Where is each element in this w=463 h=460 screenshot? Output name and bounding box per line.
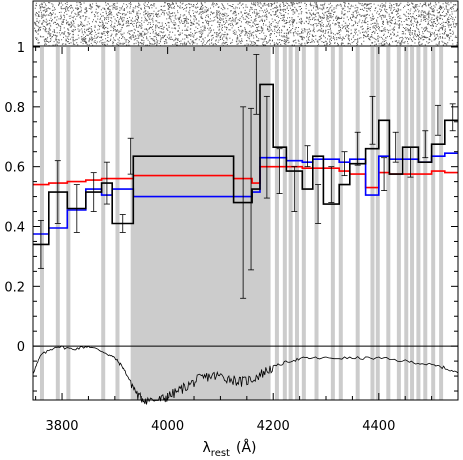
masked-line (423, 47, 428, 400)
y-tick-label: 1 (17, 41, 25, 56)
masked-line (66, 47, 71, 400)
x-tick-label: 3800 (45, 419, 78, 434)
masked-line (274, 47, 279, 400)
masked-line (410, 47, 415, 400)
error-bar (369, 95, 376, 145)
masked-line (301, 47, 306, 400)
noise-dots (34, 2, 458, 46)
error-bar (253, 54, 260, 115)
error-bar (422, 130, 429, 159)
error-bar (127, 137, 134, 175)
x-tick-label: 4400 (362, 419, 395, 434)
error-bar (304, 145, 311, 168)
masked-line (288, 47, 293, 400)
error-bar (328, 166, 335, 203)
masked-line (386, 47, 391, 400)
noise-panel-frame (32, 0, 459, 47)
y-tick-label: 0.8 (4, 101, 25, 116)
masked-line (431, 47, 436, 400)
error-bar (434, 104, 441, 136)
masked-line (404, 47, 409, 400)
error-bar (119, 214, 126, 233)
masked-line (396, 47, 401, 400)
x-axis-label: λrest (Å) (203, 439, 257, 459)
masked-line (259, 47, 264, 400)
x-axis-label-unit: (Å) (236, 439, 257, 456)
masked-line (375, 47, 380, 400)
error-bar (263, 95, 270, 199)
masked-band (130, 47, 271, 400)
bottom-spectrum (32, 345, 459, 405)
error-bar (248, 107, 255, 271)
error-bar (407, 146, 414, 178)
masked-line (242, 47, 247, 400)
error-bar (54, 160, 61, 224)
error-bar (73, 184, 80, 233)
error-bar (103, 161, 110, 205)
masked-line (101, 47, 106, 400)
masked-line (39, 47, 44, 400)
mask-layer (39, 47, 444, 400)
y-tick-label: 0.4 (4, 220, 25, 235)
error-bar (341, 151, 348, 177)
masked-line (282, 47, 287, 400)
error-bars (37, 54, 456, 299)
masked-line (294, 47, 299, 400)
noise-panel (32, 0, 459, 47)
x-axis: 3800 4000 4200 4400 (35, 47, 459, 434)
error-bar (37, 220, 44, 269)
masked-line (370, 47, 375, 400)
error-bar (381, 157, 388, 191)
x-tick-label: 4000 (151, 419, 184, 434)
error-bar (449, 103, 456, 132)
error-bar (315, 184, 322, 224)
plot-frame (32, 0, 459, 401)
bottom-spectrum-line (32, 345, 459, 405)
error-bar (276, 148, 283, 194)
error-bar (291, 166, 298, 212)
masked-line (338, 47, 343, 400)
error-bar (90, 172, 97, 212)
x-axis-label-subscript: rest (211, 448, 230, 459)
masked-line (330, 47, 335, 400)
error-bar (240, 106, 247, 299)
masked-line (439, 47, 444, 400)
masked-line (355, 47, 360, 400)
y-tick-label: 0 (17, 340, 25, 355)
x-tick-label: 4200 (257, 419, 290, 434)
y-tick-label: 0.6 (4, 161, 25, 176)
series-layer (33, 83, 458, 246)
y-tick-label: 0.2 (4, 280, 25, 295)
x-axis-label-symbol: λ (203, 440, 211, 456)
masked-line (416, 47, 421, 400)
error-bar (392, 131, 399, 163)
error-bar (354, 131, 361, 166)
y-axis: 0 0.2 0.4 0.6 0.8 1 (4, 41, 458, 392)
series-observed (33, 83, 458, 246)
